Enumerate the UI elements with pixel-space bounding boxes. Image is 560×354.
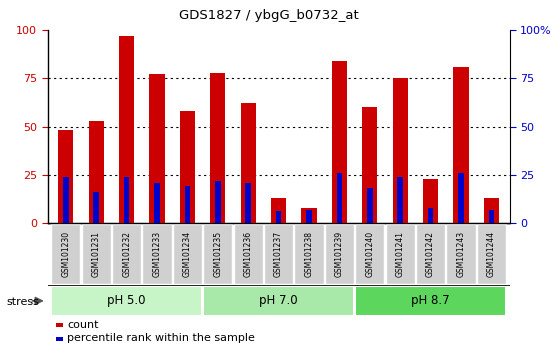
Bar (180, 111, 195, 223)
Text: count: count (67, 320, 99, 330)
Bar (241, 103, 256, 223)
FancyBboxPatch shape (446, 224, 475, 284)
Text: stress: stress (7, 297, 40, 307)
Bar (63, 177, 68, 223)
FancyBboxPatch shape (295, 224, 324, 284)
Bar (306, 210, 312, 223)
Text: GSM101233: GSM101233 (152, 231, 161, 277)
Bar (458, 173, 464, 223)
Bar (362, 107, 377, 223)
Text: GSM101231: GSM101231 (92, 231, 101, 277)
Bar (423, 179, 438, 223)
FancyBboxPatch shape (203, 224, 232, 284)
Text: pH 7.0: pH 7.0 (259, 294, 298, 307)
FancyBboxPatch shape (112, 224, 141, 284)
Text: GSM101237: GSM101237 (274, 231, 283, 277)
FancyBboxPatch shape (416, 224, 445, 284)
Text: GSM101238: GSM101238 (305, 231, 314, 277)
Bar (185, 186, 190, 223)
Text: pH 8.7: pH 8.7 (411, 294, 450, 307)
Bar (489, 210, 494, 223)
FancyBboxPatch shape (325, 224, 354, 284)
Text: GSM101244: GSM101244 (487, 231, 496, 277)
FancyBboxPatch shape (386, 224, 415, 284)
Bar (119, 36, 134, 223)
Text: GSM101239: GSM101239 (335, 231, 344, 277)
FancyBboxPatch shape (173, 224, 202, 284)
Bar (215, 181, 221, 223)
FancyBboxPatch shape (52, 286, 202, 316)
FancyBboxPatch shape (82, 224, 111, 284)
Bar (301, 207, 316, 223)
Bar (454, 67, 469, 223)
Bar (150, 74, 165, 223)
Text: GSM101241: GSM101241 (396, 231, 405, 277)
Bar (276, 211, 281, 223)
Bar (94, 192, 99, 223)
FancyBboxPatch shape (355, 286, 506, 316)
Bar (337, 173, 342, 223)
Bar (332, 61, 347, 223)
Text: GSM101232: GSM101232 (122, 231, 131, 277)
Bar (271, 198, 286, 223)
Text: GDS1827 / ybgG_b0732_at: GDS1827 / ybgG_b0732_at (179, 9, 358, 22)
Text: GSM101234: GSM101234 (183, 231, 192, 277)
Text: GSM101243: GSM101243 (456, 231, 465, 277)
Text: GSM101240: GSM101240 (365, 231, 374, 277)
FancyBboxPatch shape (203, 286, 354, 316)
Bar (124, 177, 129, 223)
Text: percentile rank within the sample: percentile rank within the sample (67, 333, 255, 343)
Bar (484, 198, 499, 223)
Bar (210, 73, 226, 223)
Bar (428, 207, 433, 223)
FancyBboxPatch shape (142, 224, 171, 284)
FancyBboxPatch shape (234, 224, 263, 284)
FancyBboxPatch shape (355, 224, 384, 284)
Bar (367, 188, 372, 223)
Bar (393, 78, 408, 223)
Text: GSM101236: GSM101236 (244, 231, 253, 277)
Bar (398, 177, 403, 223)
FancyBboxPatch shape (52, 224, 81, 284)
FancyBboxPatch shape (477, 224, 506, 284)
FancyBboxPatch shape (264, 224, 293, 284)
Text: GSM101242: GSM101242 (426, 231, 435, 277)
Bar (58, 130, 73, 223)
Bar (245, 183, 251, 223)
Bar (88, 121, 104, 223)
Text: GSM101230: GSM101230 (62, 231, 71, 277)
Text: GSM101235: GSM101235 (213, 231, 222, 277)
Text: pH 5.0: pH 5.0 (108, 294, 146, 307)
Bar (155, 183, 160, 223)
